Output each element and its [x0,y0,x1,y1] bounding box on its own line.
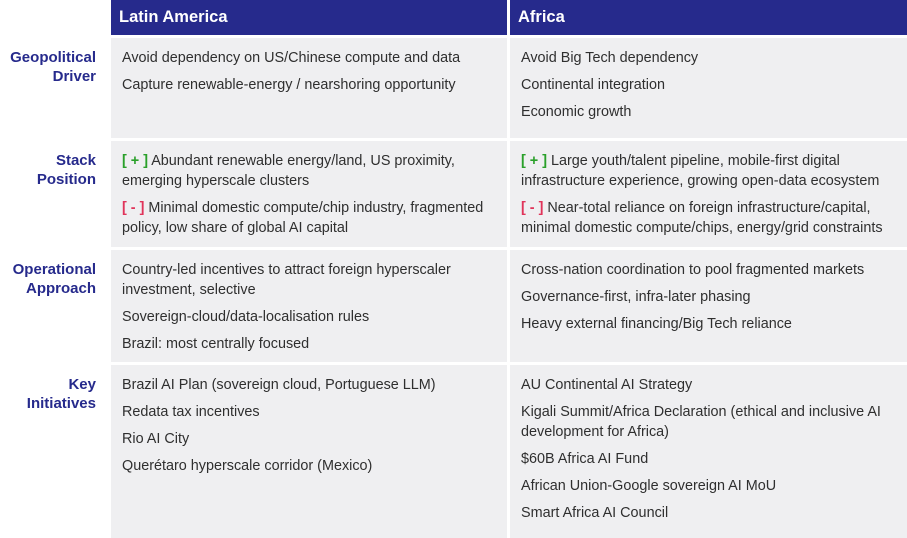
list-item: African Union-Google sovereign AI MoU [521,476,897,496]
list-item: Continental integration [521,75,897,95]
list-item: Kigali Summit/Africa Declaration (ethica… [521,402,897,442]
list-item: [ + ] Abundant renewable energy/land, US… [122,151,497,191]
item-text: Brazil: most centrally focused [122,336,310,352]
item-text: Continental integration [521,77,666,93]
strength-marker: [ + ] [521,153,547,169]
table-corner [0,0,108,35]
list-item: Cross-nation coordination to pool fragme… [521,260,897,280]
cell-africa-key-initiatives: AU Continental AI Strategy Kigali Summit/… [510,365,907,538]
item-text: Near-total reliance on foreign infrastru… [521,200,883,236]
column-header-latin-america: Latin America [111,0,507,35]
item-text: Large youth/talent pipeline, mobile-firs… [521,153,880,189]
item-text: Economic growth [521,104,632,120]
cell-latam-stack-position: [ + ] Abundant renewable energy/land, US… [111,141,507,247]
list-item: Redata tax incentives [122,402,497,422]
cell-latam-geopolitical-driver: Avoid dependency on US/Chinese compute a… [111,38,507,138]
list-item: Smart Africa AI Council [521,503,897,523]
item-text: Sovereign-cloud/data-localisation rules [122,309,370,325]
strength-marker: [ + ] [122,153,148,169]
list-item: Economic growth [521,102,897,122]
list-item: Avoid Big Tech dependency [521,48,897,68]
list-item: [ - ] Minimal domestic compute/chip indu… [122,198,497,238]
cell-africa-geopolitical-driver: Avoid Big Tech dependency Continental int… [510,38,907,138]
item-text: Heavy external financing/Big Tech relian… [521,316,792,332]
item-text: Minimal domestic compute/chip industry, … [122,200,484,236]
list-item: [ - ] Near-total reliance on foreign inf… [521,198,897,238]
list-item: Heavy external financing/Big Tech relian… [521,314,897,334]
row-label-operational-approach: Operational Approach [12,261,96,297]
item-text: Redata tax incentives [122,404,260,420]
list-item: [ + ] Large youth/talent pipeline, mobil… [521,151,897,191]
item-text: Governance-first, infra-later phasing [521,289,751,305]
item-text: Kigali Summit/Africa Declaration (ethica… [521,404,881,440]
item-text: Smart Africa AI Council [521,505,669,521]
item-text: Cross-nation coordination to pool fragme… [521,262,865,278]
list-item: Country-led incentives to attract foreig… [122,260,497,300]
column-header-africa: Africa [510,0,907,35]
list-item: Rio AI City [122,429,497,449]
item-text: Avoid dependency on US/Chinese compute a… [122,50,461,66]
list-item: Querétaro hyperscale corridor (Mexico) [122,456,497,476]
item-text: AU Continental AI Strategy [521,377,693,393]
item-text: Capture renewable-energy / nearshoring o… [122,77,456,93]
item-text: Rio AI City [122,431,190,447]
weakness-marker: [ - ] [122,200,145,216]
list-item: $60B Africa AI Fund [521,449,897,469]
item-text: Brazil AI Plan (sovereign cloud, Portugu… [122,377,436,393]
row-label-geopolitical-driver: Geopolitical Driver [10,49,96,85]
cell-latam-key-initiatives: Brazil AI Plan (sovereign cloud, Portugu… [111,365,507,538]
item-text: $60B Africa AI Fund [521,451,649,467]
list-item: Brazil: most centrally focused [122,334,497,354]
row-label-stack-position: Stack Position [36,152,96,188]
cell-latam-operational-approach: Country-led incentives to attract foreig… [111,250,507,362]
list-item: AU Continental AI Strategy [521,375,897,395]
list-item: Sovereign-cloud/data-localisation rules [122,307,497,327]
item-text: Country-led incentives to attract foreig… [122,262,451,298]
weakness-marker: [ - ] [521,200,544,216]
item-text: African Union-Google sovereign AI MoU [521,478,777,494]
list-item: Avoid dependency on US/Chinese compute a… [122,48,497,68]
cell-africa-operational-approach: Cross-nation coordination to pool fragme… [510,250,907,362]
row-label-key-initiatives: Key Initiatives [26,376,96,412]
item-text: Querétaro hyperscale corridor (Mexico) [122,458,373,474]
list-item: Brazil AI Plan (sovereign cloud, Portugu… [122,375,497,395]
item-text: Abundant renewable energy/land, US proxi… [122,153,455,189]
list-item: Capture renewable-energy / nearshoring o… [122,75,497,95]
item-text: Avoid Big Tech dependency [521,50,699,66]
list-item: Governance-first, infra-later phasing [521,287,897,307]
cell-africa-stack-position: [ + ] Large youth/talent pipeline, mobil… [510,141,907,247]
